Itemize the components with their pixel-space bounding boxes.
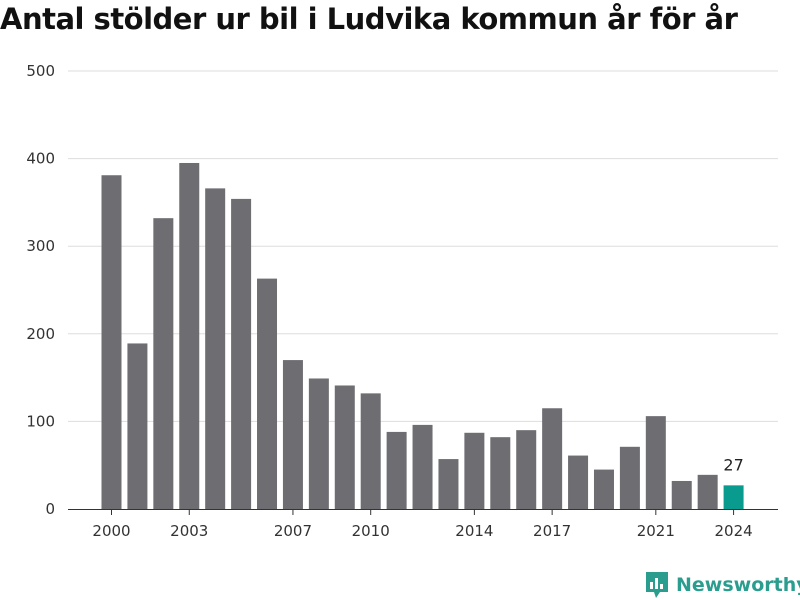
bar-2005 [231, 198, 252, 509]
bar-2011 [386, 431, 407, 509]
y-tick-label-200: 200 [26, 325, 55, 343]
bar-2000 [101, 175, 122, 510]
bar-2013 [438, 459, 459, 509]
bar-2004 [205, 188, 226, 509]
bar-2008 [308, 378, 329, 509]
bar-2007 [282, 360, 303, 509]
bar-2014 [464, 432, 485, 509]
x-tick-label-2003: 2003 [170, 522, 208, 540]
bar-2018 [568, 455, 589, 509]
bar-2017 [542, 408, 563, 509]
gridlines [68, 70, 778, 422]
bar-2001 [127, 343, 148, 509]
chart-title: Antal stölder ur bil i Ludvika kommun år… [0, 2, 738, 36]
bar-2003 [179, 162, 200, 510]
x-tick-label-2024: 2024 [714, 522, 752, 540]
x-tick-label-2000: 2000 [92, 522, 130, 540]
y-tick-label-500: 500 [26, 62, 55, 80]
data-label-2024: 27 [723, 455, 743, 474]
x-tick-label-2010: 2010 [352, 522, 390, 540]
x-tick-label-2014: 2014 [455, 522, 493, 540]
brand-name: Newsworthy [676, 574, 800, 596]
bar-2015 [490, 437, 511, 509]
data-labels: 27 [723, 455, 743, 474]
bars [101, 162, 744, 510]
y-tick-label-400: 400 [26, 150, 55, 168]
y-tick-label-0: 0 [45, 500, 55, 518]
bar-2009 [334, 385, 355, 509]
newsworthy-logo: Newsworthy [644, 570, 800, 600]
bar-2021 [645, 416, 666, 509]
y-tick-label-100: 100 [26, 412, 55, 430]
bar-2006 [257, 278, 278, 509]
bar-2012 [412, 424, 433, 509]
y-axis: 0 100 200 300 400 500 [26, 62, 55, 518]
x-axis: 2000 2003 2007 2010 2014 2017 2021 2024 [68, 509, 778, 540]
bar-2020 [619, 446, 640, 509]
bar-2002 [153, 218, 174, 510]
bar-2019 [593, 469, 614, 509]
x-tick-label-2007: 2007 [274, 522, 312, 540]
bar-2023 [697, 474, 718, 509]
bar-2010 [360, 393, 381, 509]
x-tick-label-2021: 2021 [637, 522, 675, 540]
bar-2022 [671, 480, 692, 509]
x-tick-label-2017: 2017 [533, 522, 571, 540]
y-tick-label-300: 300 [26, 237, 55, 255]
bar-2016 [516, 430, 537, 509]
newsworthy-logo-icon [646, 572, 668, 598]
bar-2024 [723, 485, 744, 509]
